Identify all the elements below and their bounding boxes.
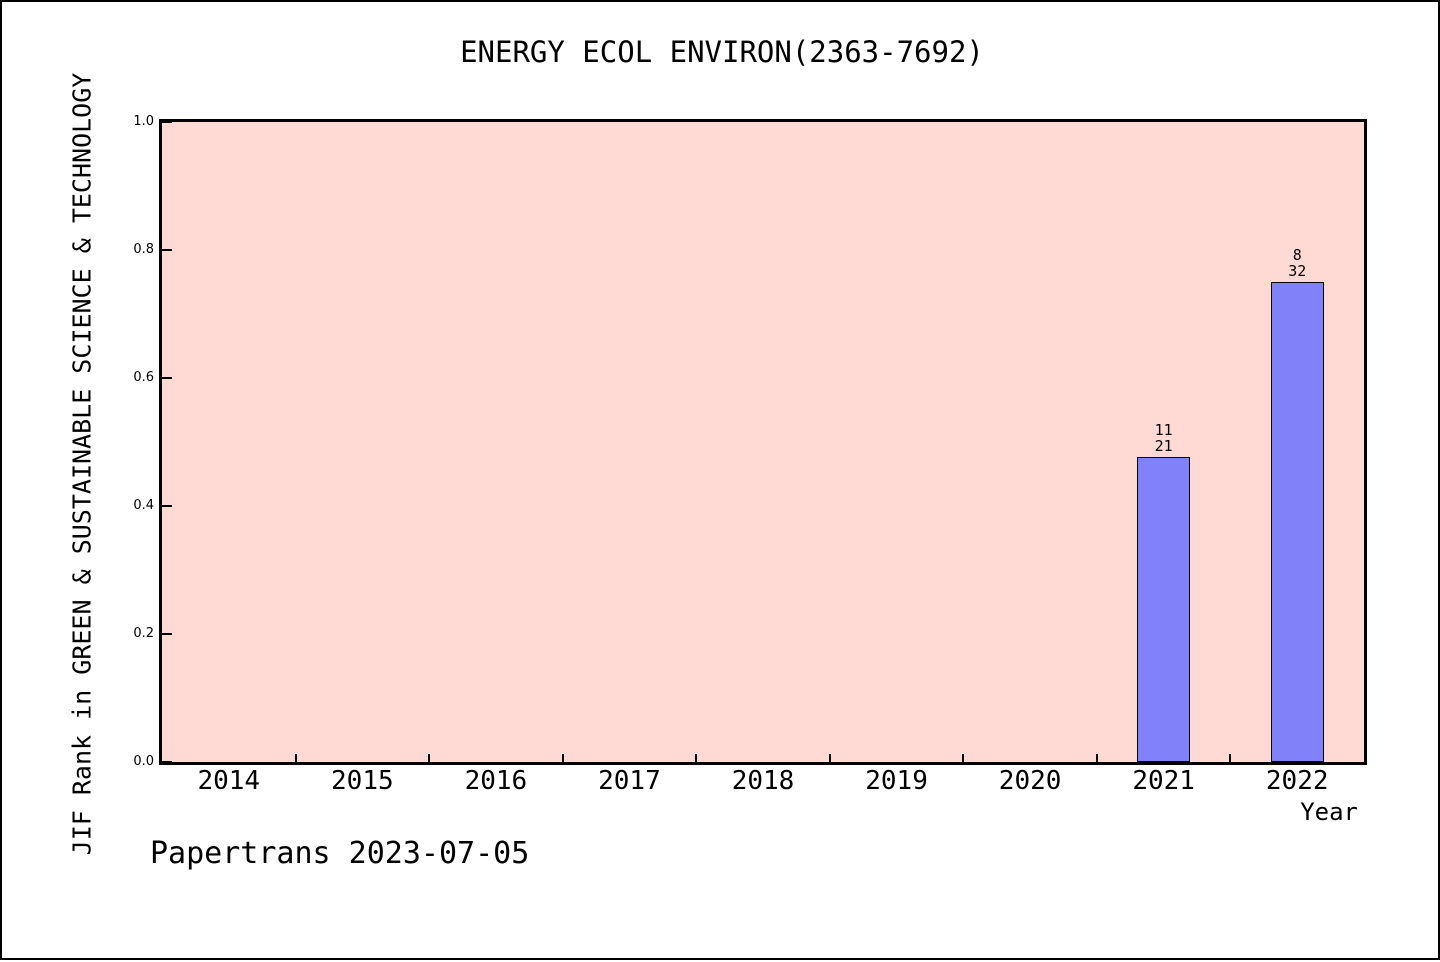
x-tick-label: 2015 <box>331 766 394 796</box>
y-tick-label: 0.6 <box>133 370 154 385</box>
x-axis-label: Year <box>1300 798 1358 826</box>
y-tick-label: 1.0 <box>133 114 154 129</box>
x-tick-label: 2021 <box>1132 766 1195 796</box>
x-tick-label: 2022 <box>1265 766 1329 796</box>
x-tick-label: 2016 <box>464 766 528 796</box>
x-tick-label: 2020 <box>998 766 1062 796</box>
x-tick-label: 2017 <box>598 766 661 796</box>
plot-area <box>159 119 1367 765</box>
footer-text: Papertrans 2023-07-05 <box>150 836 530 871</box>
x-tick-label: 2018 <box>731 766 795 796</box>
y-tick-label: 0.2 <box>133 626 154 641</box>
y-tick-label: 0.4 <box>133 498 154 513</box>
x-tick-label: 2014 <box>197 766 261 796</box>
y-axis-label: JIF Rank in GREEN & SUSTAINABLE SCIENCE … <box>67 72 97 856</box>
y-tick-label: 0.0 <box>133 754 154 769</box>
y-tick-label: 0.8 <box>133 242 154 257</box>
x-tick-label: 2019 <box>865 766 928 796</box>
chart-title: ENERGY ECOL ENVIRON(2363-7692) <box>460 35 984 69</box>
